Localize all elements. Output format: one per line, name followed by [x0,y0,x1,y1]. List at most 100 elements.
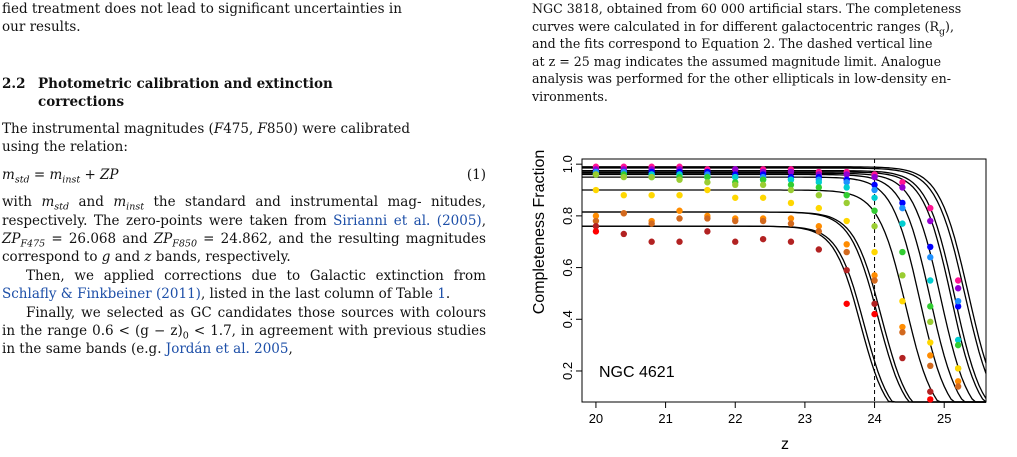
data-point-s4-10 [871,194,878,201]
data-point-s11-1 [843,300,850,307]
figure-caption: NGC 3818, obtained from 60 000 artificia… [532,0,1016,106]
plot-border [581,158,987,403]
data-point-s11-2 [871,310,878,318]
y-tick-label-0.2: 0.2 [560,362,575,380]
data-point-s9-7 [787,220,795,227]
text: Finally, we selected as GC candidates th… [26,304,430,321]
fit-curve-7 [582,189,986,403]
data-points [592,163,962,403]
text: 0 [182,330,189,342]
data-point-s2-12 [927,243,934,251]
text: g [101,249,111,266]
data-point-s4-7 [787,176,795,183]
data-point-s1-7 [787,168,795,176]
text: = 26.068 and [45,231,154,248]
text: and the resulting magnitudes correspond … [2,231,486,266]
data-point-s9-13 [954,383,962,390]
paragraph-1: The instrumental magnitudes (F475, F850)… [2,120,486,157]
data-point-s8-0 [592,212,600,220]
data-point-s9-2 [648,220,655,227]
data-point-s7-12 [927,339,934,346]
m-std: mstd [41,194,70,213]
data-point-s3-13 [954,297,962,305]
section-title: 2.2 Photometric calibration and extincti… [2,75,486,112]
data-point-s6-11 [899,272,906,279]
data-point-s2-11 [899,199,906,207]
data-point-s9-12 [927,362,934,370]
data-point-s5-7 [787,181,795,189]
eq-rhs: + ZP [80,166,119,183]
data-point-s10-5 [732,238,739,245]
data-point-s6-8 [815,191,823,199]
data-point-s9-11 [899,329,906,336]
data-point-s0-12 [927,204,934,212]
text: F [213,121,224,137]
data-point-s9-10 [871,277,878,284]
text-intro-2: our results. [2,19,81,36]
data-point-s5-9 [843,191,850,199]
y-tick-label-0.8: 0.8 [560,207,575,225]
data-point-s9-6 [759,217,767,225]
data-point-s9-8 [815,228,823,235]
data-point-s7-9 [843,217,850,225]
data-point-s10-4 [704,228,711,235]
text: F [257,121,267,137]
left-column: fied treatment does not lead to signific… [2,0,486,37]
data-point-s6-1 [620,173,627,181]
citation-link[interactable]: Jordán et al. 2005 [165,341,289,358]
text: , [481,212,486,229]
data-point-s4-13 [954,336,962,344]
x-tick-label-20: 20 [589,411,603,426]
text: previous studies in the same bands (e.g. [2,323,486,358]
citation-link[interactable]: Schlafly & Finkbeiner (2011) [2,286,201,303]
text: nitudes, respectively. The zero-points w… [2,194,486,229]
data-point-s10-1 [620,230,627,238]
data-point-s8-10 [871,272,878,279]
text: and [69,194,114,211]
data-point-s6-9 [843,199,850,207]
data-point-s7-10 [871,248,878,256]
paragraph-4: Finally, we selected as GC candidates th… [2,304,486,359]
data-point-s6-3 [676,176,683,183]
data-point-s3-11 [899,204,906,212]
data-point-s11-3 [927,396,934,403]
section-title-line1: Photometric calibration and extinction [38,76,333,92]
text: from [453,267,486,284]
text-intro-1: fied treatment does not lead to signific… [2,1,402,17]
data-point-s5-6 [759,176,767,183]
data-point-s9-5 [732,217,739,225]
data-point-s5-13 [954,341,962,349]
text: ), [945,18,954,34]
galaxy-annotation: NGC 4621 [599,364,675,381]
data-point-s9-1 [620,210,627,217]
section-heading: 2.2 Photometric calibration and extincti… [2,75,486,112]
data-point-s7-2 [648,191,655,199]
data-point-s3-9 [843,179,850,186]
body-text: The instrumental magnitudes (F475, F850)… [2,120,486,359]
data-point-s7-11 [899,297,906,305]
y-tick-label-0.6: 0.6 [560,259,575,277]
data-point-s7-7 [787,199,795,207]
caption-line: vironments. [532,88,608,104]
data-point-s8-7 [787,215,795,222]
table-link[interactable]: 1 [437,286,446,303]
data-point-s7-8 [815,204,823,212]
text: curves were calculated in for different … [532,18,939,34]
data-point-s9-3 [676,215,683,222]
text: ZP [153,231,173,248]
text: of Table [378,286,438,303]
text: respectively. [205,249,291,266]
completeness-chart: 20 21 22 23 24 25 0.2 0.4 0.6 0.8 1.0 Completeness… [530,150,1016,453]
x-tick-label-24: 24 [867,411,881,426]
citation-link[interactable]: Sirianni et al. (2005) [333,212,482,229]
intro-line: our results. [2,18,486,36]
data-point-s4-11 [899,220,906,227]
data-point-s5-10 [871,207,878,214]
y-axis-label: Completeness Fraction [531,150,548,314]
text: using the relation: [2,139,128,156]
data-point-s2-10 [871,181,878,189]
paragraph-3: Then, we applied corrections due to Gala… [2,267,486,304]
data-point-s10-3 [676,238,683,245]
data-point-s8-12 [927,352,934,359]
chart-svg: 20 21 22 23 24 25 0.2 0.4 0.6 0.8 1.0 Completeness… [531,150,987,453]
